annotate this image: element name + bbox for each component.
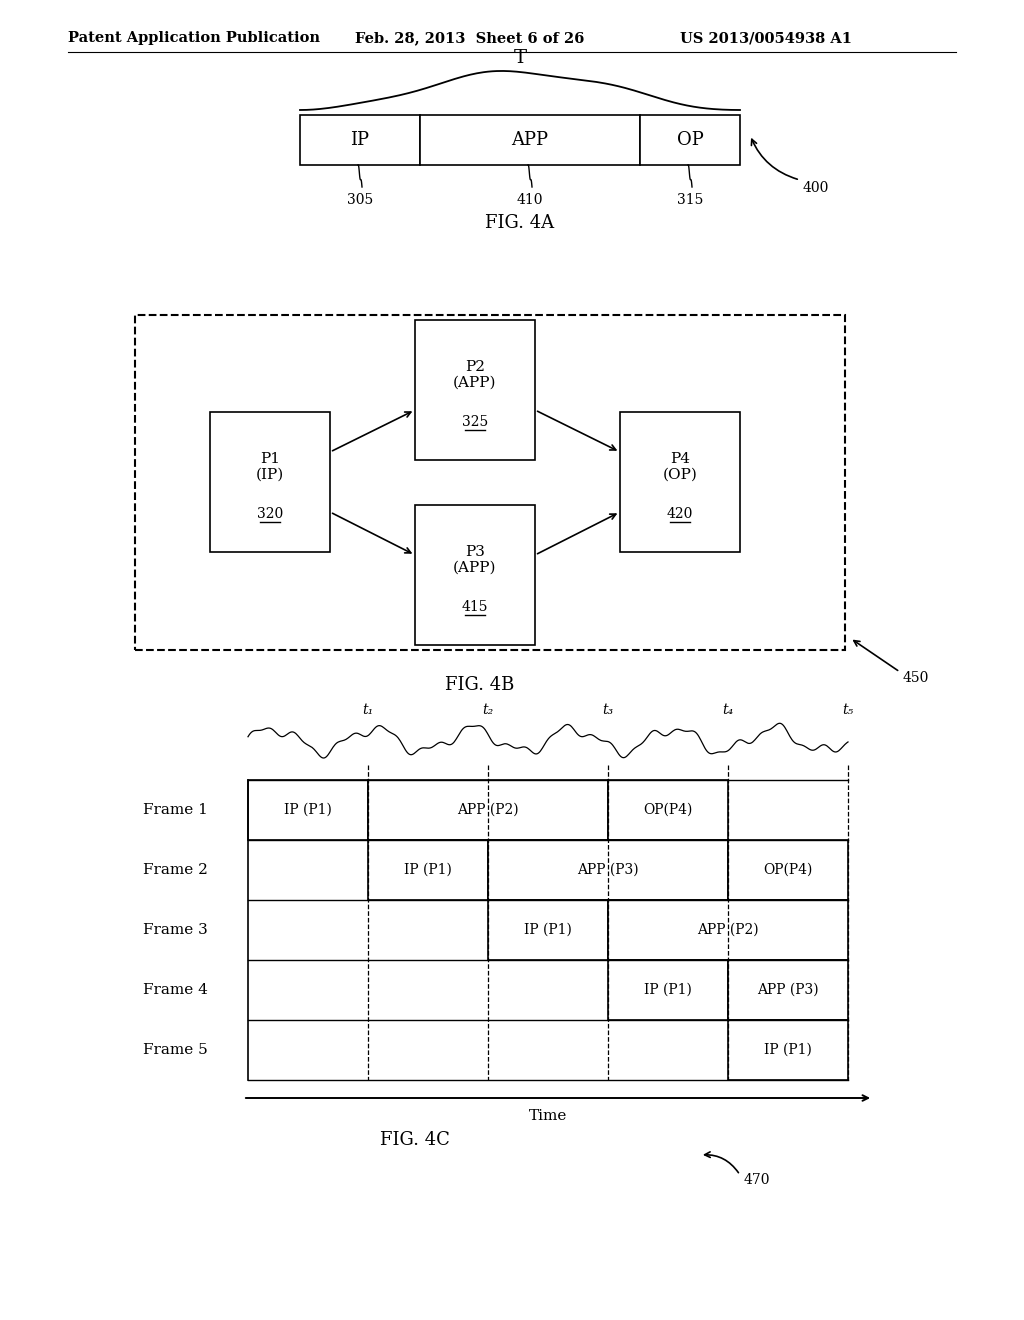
Text: APP (P2): APP (P2) [457,803,519,817]
Text: Frame 3: Frame 3 [142,923,208,937]
Bar [608,780,728,840]
Text: 410: 410 [517,193,544,207]
Text: FIG. 4B: FIG. 4B [445,676,515,694]
Text: APP: APP [512,131,549,149]
Text: Frame 2: Frame 2 [142,863,208,876]
Text: APP (P2): APP (P2) [697,923,759,937]
Text: 325: 325 [462,414,488,429]
Bar [248,780,368,840]
Bar [135,315,845,649]
Text: 420: 420 [667,507,693,521]
Text: 315: 315 [677,193,703,207]
Bar [620,412,740,552]
Text: IP: IP [350,131,370,149]
Text: OP: OP [677,131,703,149]
Text: US 2013/0054938 A1: US 2013/0054938 A1 [680,30,852,45]
Text: 415: 415 [462,601,488,614]
Text: t₅: t₅ [843,704,854,717]
Text: Feb. 28, 2013  Sheet 6 of 26: Feb. 28, 2013 Sheet 6 of 26 [355,30,585,45]
Text: P2
(APP): P2 (APP) [454,360,497,391]
Bar [488,840,728,900]
Bar [210,412,330,552]
Bar [640,115,740,165]
Text: Time: Time [528,1109,567,1123]
Text: FIG. 4A: FIG. 4A [485,214,555,232]
Text: Frame 1: Frame 1 [142,803,208,817]
Bar [300,115,420,165]
Bar [415,506,535,645]
Bar [415,319,535,459]
Text: t₃: t₃ [602,704,613,717]
Text: T: T [513,49,526,67]
Text: IP (P1): IP (P1) [404,863,452,876]
Text: 305: 305 [347,193,373,207]
Text: 320: 320 [257,507,283,521]
Bar [728,840,848,900]
Text: APP (P3): APP (P3) [757,983,819,997]
Text: 470: 470 [744,1173,770,1187]
Text: Frame 4: Frame 4 [142,983,208,997]
Text: FIG. 4C: FIG. 4C [380,1131,450,1148]
Bar [728,960,848,1020]
Bar [728,1020,848,1080]
Bar [420,115,640,165]
Text: IP (P1): IP (P1) [764,1043,812,1057]
Text: P1
(IP): P1 (IP) [256,451,284,482]
Bar [608,960,728,1020]
Text: t₁: t₁ [362,704,374,717]
Bar [488,900,608,960]
Text: P3
(APP): P3 (APP) [454,545,497,576]
Bar [368,780,608,840]
Text: OP(P4): OP(P4) [763,863,813,876]
Text: t₄: t₄ [722,704,733,717]
Text: IP (P1): IP (P1) [644,983,692,997]
Text: P4
(OP): P4 (OP) [663,451,697,482]
Text: Patent Application Publication: Patent Application Publication [68,30,319,45]
Text: Frame 5: Frame 5 [142,1043,208,1057]
Text: IP (P1): IP (P1) [524,923,572,937]
Text: 450: 450 [903,671,930,685]
Text: t₂: t₂ [482,704,494,717]
Text: OP(P4): OP(P4) [643,803,692,817]
Text: APP (P3): APP (P3) [578,863,639,876]
Bar [368,840,488,900]
Text: IP (P1): IP (P1) [284,803,332,817]
Bar [608,900,848,960]
Text: 400: 400 [803,181,829,195]
